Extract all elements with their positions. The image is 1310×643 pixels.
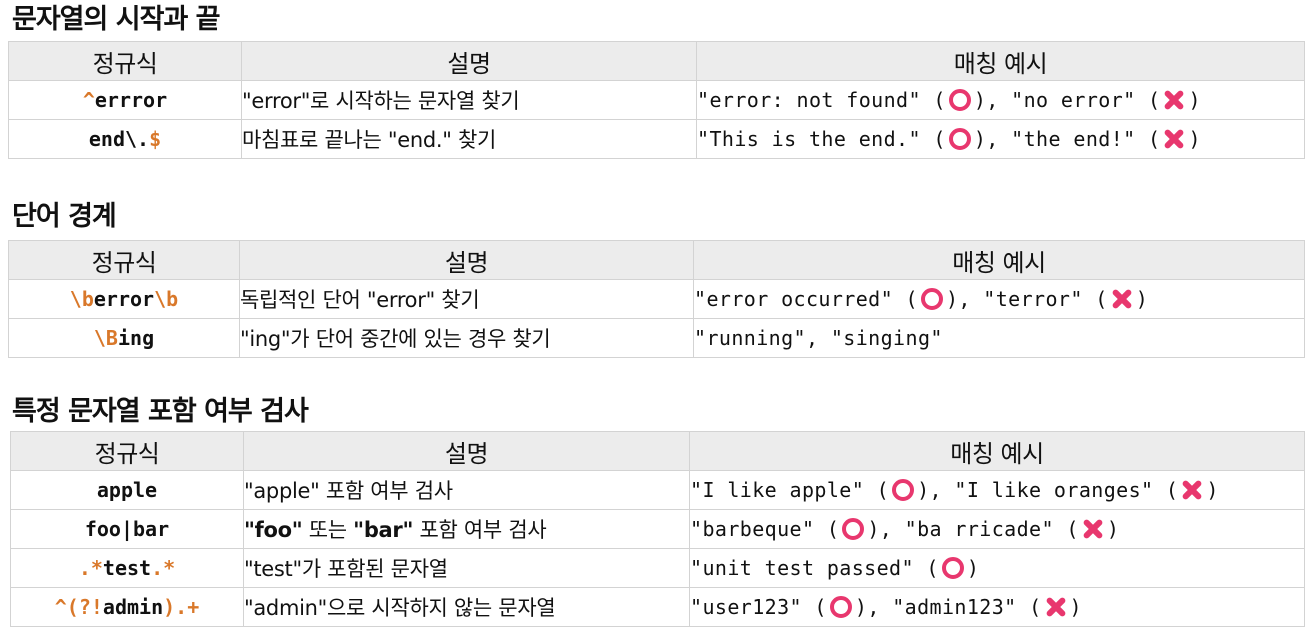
regex-description: "error"로 시작하는 문자열 찾기	[241, 80, 697, 120]
regex-description: 독립적인 단어 "error" 찾기	[239, 279, 694, 319]
match-examples: "This is the end." (), "the end!" ()	[696, 119, 1305, 159]
match-example: "error: not found"	[697, 88, 921, 112]
table-row: apple "apple" 포함 여부 검사 "I like apple" ()…	[10, 470, 1305, 510]
x-mark-icon	[1163, 128, 1185, 150]
regex-pattern: .*test.*	[10, 548, 244, 588]
circle-mark-icon	[948, 89, 971, 111]
quoted-term: "foo"	[244, 518, 303, 542]
regex-anchor-token: \B	[93, 326, 118, 350]
regex-pattern: apple	[10, 470, 244, 510]
match-examples: "error: not found" (), "no error" ()	[696, 80, 1305, 120]
match-example: "This is the end."	[697, 127, 921, 151]
regex-table-word-boundary: 정규식 설명 매칭 예시 \berror\b 독립적인 단어 "error" 찾…	[8, 240, 1305, 358]
nonmatch-example: "no error"	[1011, 88, 1136, 112]
circle-mark-icon	[829, 596, 852, 618]
regex-pattern: end\.$	[8, 119, 242, 159]
regex-description: "apple" 포함 여부 검사	[243, 470, 690, 510]
regex-literal-token: error	[93, 287, 155, 311]
circle-mark-icon	[941, 557, 964, 579]
regex-anchor-token: ^	[82, 88, 95, 112]
match-examples: "I like apple" (), "I like oranges" ()	[689, 470, 1305, 510]
match-example: "barbeque"	[690, 517, 815, 541]
nonmatch-example: "the end!"	[1011, 127, 1136, 151]
regex-description: 마침표로 끝나는 "end." 찾기	[241, 119, 697, 159]
match-examples: "barbeque" (), "ba rricade" ()	[689, 509, 1305, 549]
table-row: end\.$ 마침표로 끝나는 "end." 찾기 "This is the e…	[8, 119, 1305, 159]
regex-table-contains: 정규식 설명 매칭 예시 apple "apple" 포함 여부 검사 "I l…	[10, 431, 1305, 627]
description-text: 포함 여부 검사	[413, 518, 547, 542]
x-mark-icon	[1045, 596, 1067, 618]
regex-description: "foo" 또는 "bar" 포함 여부 검사	[243, 509, 690, 549]
regex-literal-token: errror	[94, 88, 168, 112]
quoted-term: "bar"	[353, 518, 414, 542]
header-pattern: 정규식	[8, 41, 242, 81]
table-row: foo|bar "foo" 또는 "bar" 포함 여부 검사 "barbequ…	[10, 509, 1305, 549]
x-mark-icon	[1163, 89, 1185, 111]
header-description: 설명	[241, 41, 697, 81]
table-header-row: 정규식 설명 매칭 예시	[8, 41, 1305, 81]
table-row: ^errror "error"로 시작하는 문자열 찾기 "error: not…	[8, 80, 1305, 120]
header-description: 설명	[239, 240, 694, 280]
section-title-contains: 특정 문자열 포함 여부 검사	[12, 396, 309, 427]
match-example: "unit test passed"	[690, 556, 914, 580]
circle-mark-icon	[948, 128, 971, 150]
regex-description: "ing"가 단어 중간에 있는 경우 찾기	[239, 318, 694, 358]
match-example: "user123"	[690, 595, 802, 619]
table-row: ^(?!admin).+ "admin"으로 시작하지 않는 문자열 "user…	[10, 587, 1305, 627]
x-mark-icon	[1181, 479, 1203, 501]
match-examples: "user123" (), "admin123" ()	[689, 587, 1305, 627]
description-text: 또는	[302, 518, 354, 542]
regex-pattern: \Bing	[8, 318, 240, 358]
x-mark-icon	[1111, 288, 1133, 310]
match-example: "I like apple"	[690, 478, 865, 502]
match-example: "error occurred"	[694, 287, 894, 311]
nonmatch-example: "terror"	[983, 287, 1083, 311]
header-examples: 매칭 예시	[689, 431, 1305, 471]
header-examples: 매칭 예시	[696, 41, 1305, 81]
regex-anchor-token: $	[149, 127, 162, 151]
regex-pattern: \berror\b	[8, 279, 240, 319]
header-pattern: 정규식	[10, 431, 244, 471]
match-examples: "running", "singing"	[693, 318, 1305, 358]
header-description: 설명	[243, 431, 690, 471]
nonmatch-example: "I like oranges"	[954, 478, 1154, 502]
header-examples: 매칭 예시	[693, 240, 1305, 280]
table-row: .*test.* "test"가 포함된 문자열 "unit test pass…	[10, 548, 1305, 588]
circle-mark-icon	[892, 479, 915, 501]
table-header-row: 정규식 설명 매칭 예시	[8, 240, 1305, 280]
regex-description: "test"가 포함된 문자열	[243, 548, 690, 588]
match-examples: "error occurred" (), "terror" ()	[693, 279, 1305, 319]
table-row: \berror\b 독립적인 단어 "error" 찾기 "error occu…	[8, 279, 1305, 319]
regex-literal-token: test	[102, 556, 152, 580]
match-example: "running", "singing"	[694, 326, 943, 350]
regex-table-start-end: 정규식 설명 매칭 예시 ^errror "error"로 시작하는 문자열 찾…	[8, 41, 1305, 159]
regex-wildcard-token: .*	[78, 556, 103, 580]
section-title-word-boundary: 단어 경계	[12, 201, 117, 232]
regex-anchor-token: \b	[69, 287, 94, 311]
table-header-row: 정규식 설명 매칭 예시	[10, 431, 1305, 471]
circle-mark-icon	[920, 288, 943, 310]
regex-pattern: foo|bar	[10, 509, 244, 549]
regex-description: "admin"으로 시작하지 않는 문자열	[243, 587, 690, 627]
regex-lookahead-token: ).+	[163, 595, 200, 619]
regex-pattern: ^(?!admin).+	[10, 587, 244, 627]
x-mark-icon	[1082, 518, 1104, 540]
table-row: \Bing "ing"가 단어 중간에 있는 경우 찾기 "running", …	[8, 318, 1305, 358]
regex-literal-token: admin	[102, 595, 164, 619]
circle-mark-icon	[842, 518, 865, 540]
match-examples: "unit test passed" ()	[689, 548, 1305, 588]
header-pattern: 정규식	[8, 240, 240, 280]
regex-wildcard-token: .*	[151, 556, 176, 580]
regex-literal-token: end\.	[88, 127, 150, 151]
nonmatch-example: "admin123"	[892, 595, 1017, 619]
section-title-start-end: 문자열의 시작과 끝	[12, 4, 221, 35]
regex-pattern: ^errror	[8, 80, 242, 120]
regex-literal-token: ing	[117, 326, 155, 350]
nonmatch-example: "ba rricade"	[904, 517, 1054, 541]
regex-lookahead-token: ^(?!	[54, 595, 103, 619]
regex-anchor-token: \b	[154, 287, 179, 311]
